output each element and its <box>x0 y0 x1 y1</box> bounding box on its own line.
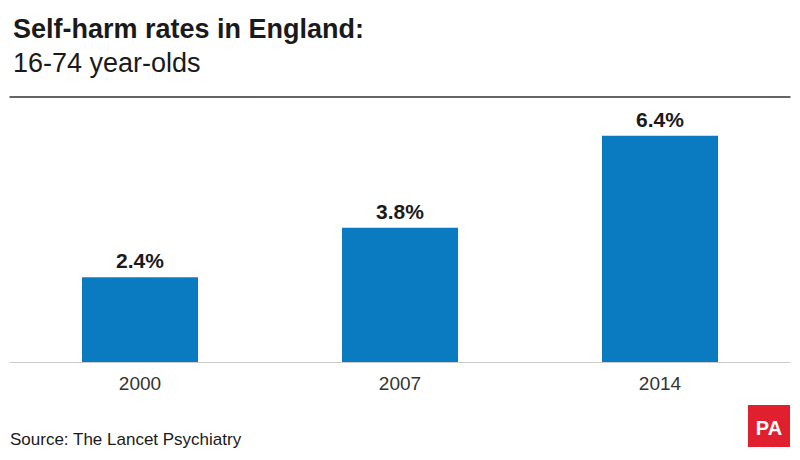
svg-text:16-74 year-olds: 16-74 year-olds <box>13 48 201 78</box>
svg-text:2000: 2000 <box>119 373 161 394</box>
svg-text:Source: The Lancet Psychiatry: Source: The Lancet Psychiatry <box>10 430 242 449</box>
svg-text:2007: 2007 <box>379 373 421 394</box>
svg-text:2014: 2014 <box>639 373 682 394</box>
svg-text:3.8%: 3.8% <box>376 200 424 223</box>
svg-text:2.4%: 2.4% <box>116 249 164 272</box>
svg-text:6.4%: 6.4% <box>636 108 684 131</box>
svg-text:Self-harm rates in England:: Self-harm rates in England: <box>13 14 364 44</box>
svg-text:PA: PA <box>756 417 782 439</box>
